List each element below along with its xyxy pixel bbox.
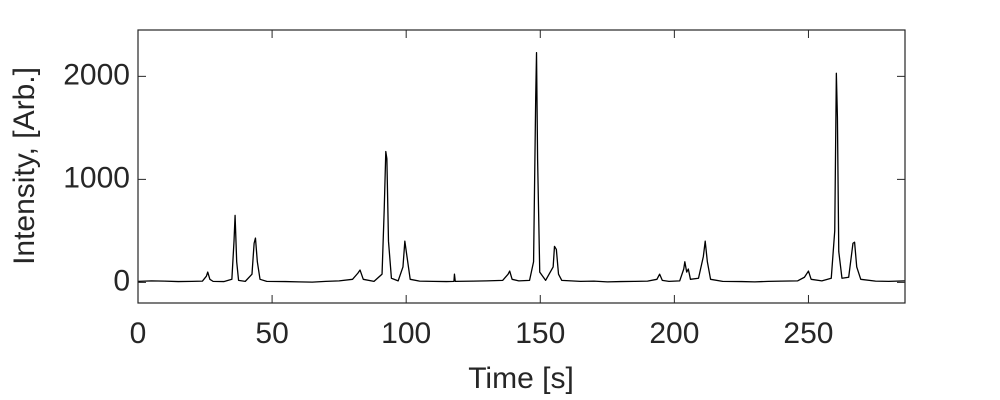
x-tick-label: 100	[381, 317, 431, 350]
y-tick-label: 2000	[63, 58, 130, 91]
x-tick-label: 250	[783, 317, 833, 350]
y-tick-label: 0	[113, 264, 130, 297]
data-line	[137, 52, 906, 283]
y-axis-label: Intensity, [Arb.]	[8, 67, 41, 265]
y-tick-label: 1000	[63, 161, 130, 194]
x-tick-label: 150	[515, 317, 565, 350]
x-tick-label: 0	[130, 317, 147, 350]
plot-frame	[137, 29, 906, 304]
x-tick-label: 50	[255, 317, 288, 350]
x-axis-label: Time [s]	[468, 362, 574, 395]
x-tick-label: 200	[649, 317, 699, 350]
